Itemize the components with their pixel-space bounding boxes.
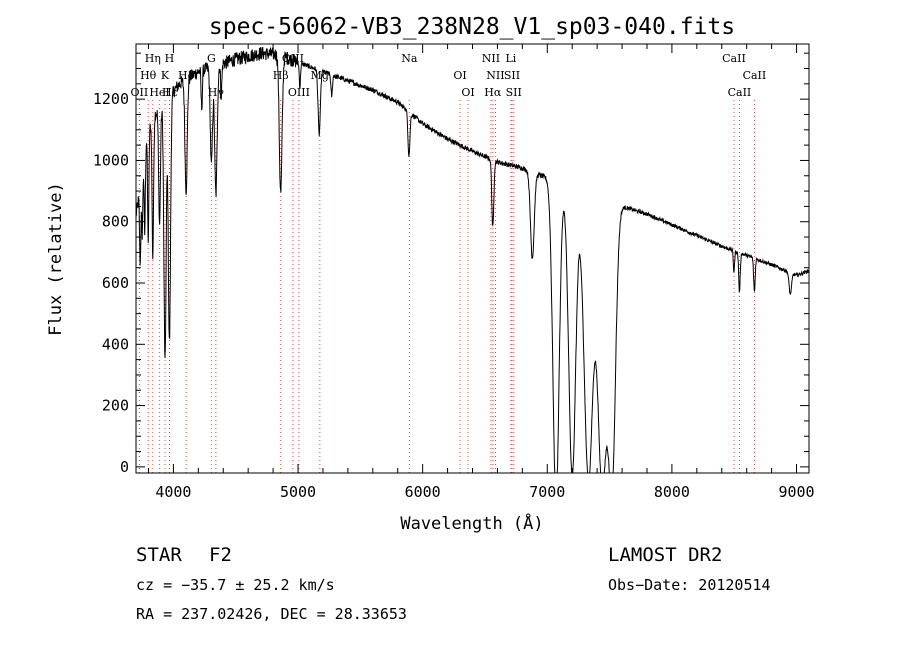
marker-label: CaII [722, 52, 746, 65]
marker-label: Hη [145, 52, 161, 65]
y-tick-label: 600 [102, 274, 129, 292]
chart-title: spec-56062-VB3_238N28_V1_sp03-040.fits [209, 14, 735, 40]
marker-label: H [165, 52, 175, 65]
marker-label: K [161, 69, 170, 82]
x-tick-label: 7000 [529, 483, 565, 501]
line-markers [138, 100, 755, 473]
marker-label: OI [453, 69, 466, 82]
y-tick-label: 200 [102, 397, 129, 415]
marker-label: SII [504, 69, 520, 82]
marker-label: Li [505, 52, 516, 65]
marker-label: CaII [728, 86, 752, 99]
marker-label: NII [486, 69, 504, 82]
x-tick-label: 5000 [280, 483, 316, 501]
marker-label: OIII [288, 86, 310, 99]
plot-frame [135, 43, 810, 474]
y-tick-label: 400 [102, 335, 129, 353]
marker-label: OI [461, 86, 474, 99]
marker-label: Na [401, 52, 418, 65]
x-tick-label: 9000 [778, 483, 814, 501]
marker-label: HeI [149, 86, 169, 99]
marker-label: CaII [743, 69, 767, 82]
obs-date: Obs−Date: 20120514 [608, 576, 771, 594]
y-tick-label: 800 [102, 213, 129, 231]
marker-label: Hβ [273, 69, 289, 82]
redshift-text: cz = −35.7 ± 25.2 km/s [136, 576, 335, 594]
survey-name: LAMOST DR2 [608, 544, 722, 566]
x-tick-label: 4000 [155, 483, 191, 501]
marker-label: Hθ [140, 69, 157, 82]
y-axis-label: Flux (relative) [46, 182, 66, 336]
x-axis: 4000 5000 6000 7000 8000 9000 [147, 44, 815, 501]
y-axis: 0 200 400 600 800 1000 1200 [93, 52, 809, 476]
marker-label: SII [506, 86, 522, 99]
line-marker-labels: OIIHθHηHeIKHHδHεGHγHβOIIIOIIIMgNaOIOINII… [131, 52, 767, 99]
spectrum-line [135, 46, 810, 474]
y-tick-label: 1200 [93, 90, 129, 108]
coordinates: RA = 237.02426, DEC = 28.33653 [136, 605, 407, 623]
marker-label: NII [482, 52, 500, 65]
y-tick-label: 0 [120, 458, 129, 476]
x-tick-label: 8000 [654, 483, 690, 501]
x-tick-label: 6000 [405, 483, 441, 501]
y-tick-label: 1000 [93, 151, 129, 169]
marker-label: OII [131, 86, 149, 99]
object-subclass: F2 [209, 544, 232, 566]
marker-label: Hα [484, 86, 502, 99]
marker-label: G [207, 52, 216, 65]
x-axis-label: Wavelength (Å) [400, 512, 543, 534]
object-class: STAR [136, 544, 182, 566]
